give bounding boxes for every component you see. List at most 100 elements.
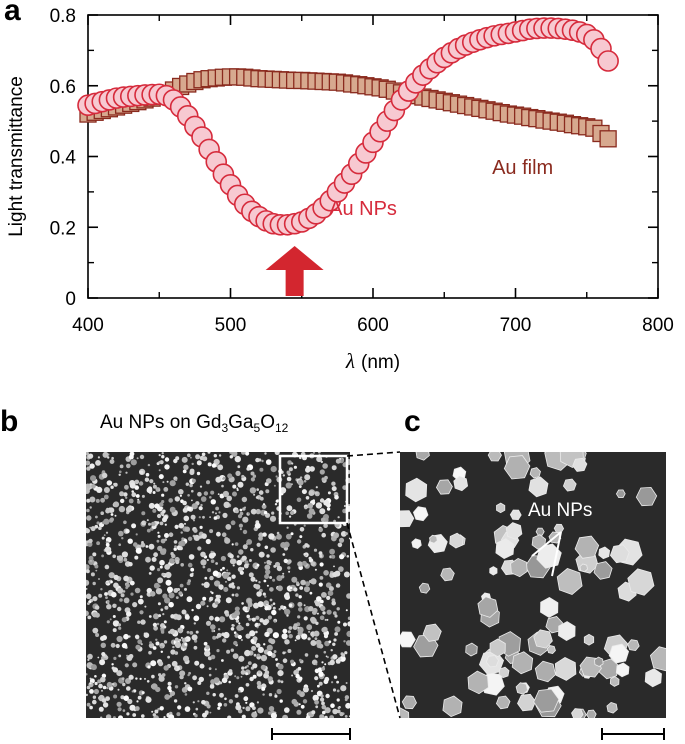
sem-particle (243, 563, 249, 569)
sem-nanoparticle (453, 475, 469, 492)
sem-particle (324, 663, 327, 666)
sem-particle (331, 600, 336, 606)
sem-particle (273, 650, 277, 654)
sem-particle (102, 685, 107, 690)
sem-particle (122, 682, 126, 687)
sem-particle (219, 681, 223, 685)
sem-particle (106, 600, 110, 603)
sem-particle (173, 547, 177, 551)
sem-particle (238, 622, 241, 625)
caption-mid-1: Ga (228, 412, 254, 433)
sem-particle (276, 533, 282, 540)
sem-particle (234, 509, 239, 514)
sem-particle (291, 674, 294, 677)
sem-particle (87, 615, 92, 620)
sem-nanoparticle (540, 597, 559, 618)
sem-particle (141, 691, 145, 695)
sem-particle (325, 455, 328, 458)
sem-particle (211, 511, 215, 514)
sem-particle (110, 485, 114, 489)
sem-particle (265, 489, 270, 494)
sem-particle (165, 571, 172, 579)
sem-particle (223, 587, 229, 592)
sem-particle (98, 683, 103, 689)
sem-particle (206, 480, 210, 485)
sem-particle (123, 633, 129, 640)
sem-particle (96, 486, 103, 493)
sem-particle (297, 666, 302, 671)
sem-particle (90, 664, 97, 671)
panel-label-a: a (4, 0, 21, 27)
sem-particle (286, 614, 289, 617)
sem-particle (317, 684, 320, 688)
sem-nanoparticle (489, 566, 498, 576)
sem-particle (272, 606, 276, 610)
sem-particle (271, 511, 275, 515)
sem-particle (336, 680, 339, 684)
sem-particle (277, 670, 284, 677)
sem-particle (301, 560, 307, 566)
sem-particle (141, 541, 144, 544)
sem-particle (242, 544, 248, 550)
sem-particle (152, 713, 156, 717)
sem-particle (117, 606, 122, 612)
sem-particle (265, 569, 271, 575)
sem-particle (266, 603, 269, 606)
sem-particle (337, 542, 343, 548)
sem-particle (191, 634, 198, 641)
sem-particle (86, 466, 91, 471)
sem-particle (128, 561, 131, 564)
sem-particle (86, 452, 89, 456)
sem-particle (90, 475, 97, 482)
sem-particle (289, 586, 293, 590)
sem-particle (118, 473, 121, 476)
sem-particle (345, 477, 350, 484)
sem-particle (100, 511, 104, 515)
sem-particle (127, 538, 133, 544)
sem-particle (90, 572, 95, 577)
sem-particle (301, 633, 308, 640)
sem-particle (155, 641, 160, 646)
sem-particle (254, 711, 257, 713)
sem-particle (273, 564, 277, 568)
sem-particle (285, 533, 292, 540)
sem-particle (121, 642, 128, 649)
sem-particle (164, 694, 171, 700)
sem-particle (169, 628, 176, 635)
sem-particle (331, 486, 337, 492)
sem-particle (276, 506, 282, 511)
sem-particle (323, 634, 329, 639)
sem-particle (299, 586, 304, 590)
sem-particle (283, 593, 290, 599)
sem-particle (185, 482, 189, 486)
sem-particle (263, 643, 266, 646)
sem-particle (193, 615, 200, 622)
sem-particle (137, 620, 141, 624)
sem-particle (282, 553, 286, 556)
sem-particle (174, 496, 180, 502)
sem-particle (193, 645, 198, 650)
sem-particle (173, 588, 179, 593)
sem-particle (344, 651, 348, 655)
sem-particle (148, 572, 152, 575)
sem-particle (173, 699, 178, 703)
sem-particle (103, 534, 106, 536)
sem-particle (320, 697, 325, 702)
sem-particle (113, 582, 119, 589)
sem-particle (157, 531, 160, 534)
sem-particle (335, 585, 339, 588)
sem-particle (158, 584, 161, 588)
sem-particle (92, 699, 97, 705)
sem-particle (310, 640, 317, 646)
sem-particle (335, 458, 341, 464)
sem-particle (270, 547, 276, 553)
sem-particle (206, 558, 209, 562)
sem-nanoparticle (529, 467, 541, 479)
sem-particle (313, 548, 318, 552)
sem-particle (197, 681, 202, 685)
x-axis: 400 500 600 700 800 λ (nm) (72, 15, 674, 373)
sem-particle (236, 555, 240, 558)
sem-particle (200, 600, 206, 606)
sem-particle (282, 651, 286, 655)
sem-particle (310, 616, 316, 623)
